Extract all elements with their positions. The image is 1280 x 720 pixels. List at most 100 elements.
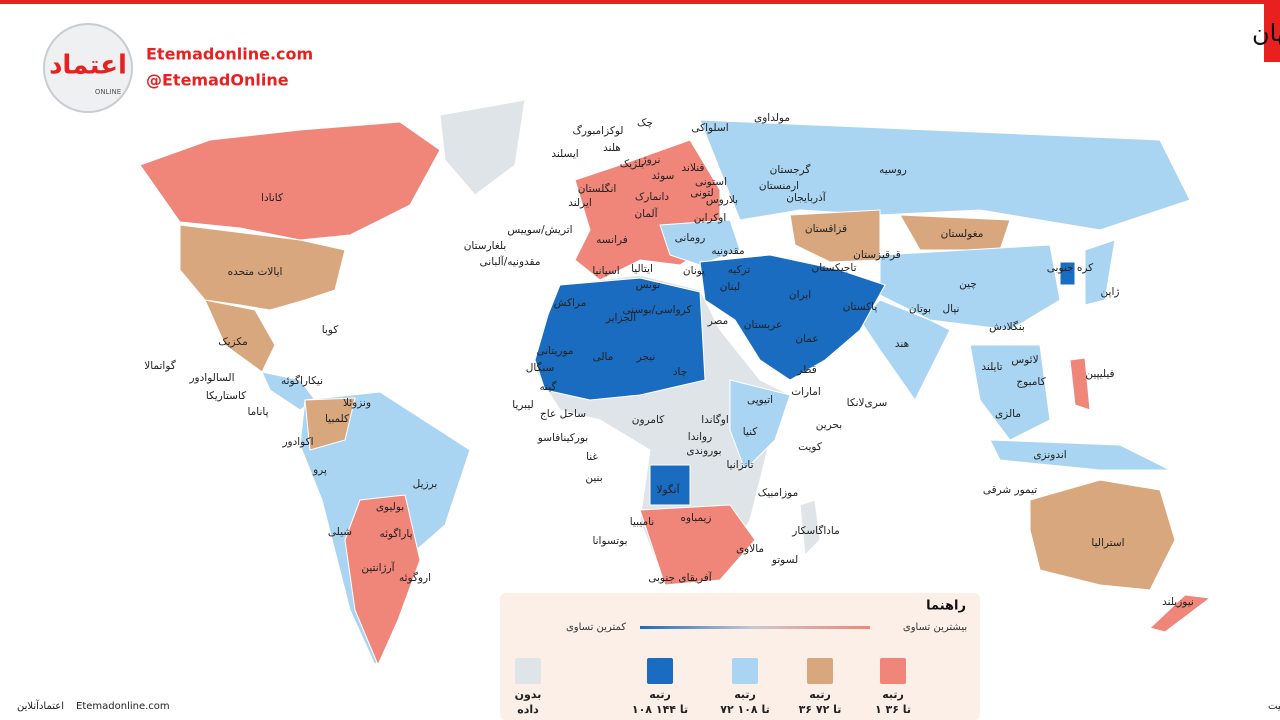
country-label: کاستاریکا xyxy=(206,390,246,402)
country-label: بوروندی xyxy=(686,445,721,457)
country-label: گواتمالا xyxy=(144,359,176,372)
new-zealand xyxy=(1149,594,1212,633)
country-label: لسوتو xyxy=(771,554,798,566)
country-label: تایلند xyxy=(981,361,1002,373)
southern-africa xyxy=(639,504,756,586)
country-label: لتونی xyxy=(690,187,713,199)
country-label: تانزانیا xyxy=(726,459,753,471)
country-label: مالزی xyxy=(995,408,1021,420)
country-label: گینه xyxy=(540,380,557,393)
country-label: کرواسی/بوسنی xyxy=(623,304,692,316)
country-label: نپال xyxy=(943,303,960,315)
country-label: ایتالیا xyxy=(631,263,653,275)
footer-site: Etemadonline.com xyxy=(76,701,170,712)
russia xyxy=(699,119,1191,231)
country-label: موریتانی xyxy=(536,345,573,357)
legend-label: رتبه xyxy=(649,688,671,701)
country-label: کامرون xyxy=(632,414,664,426)
country-label: بنین xyxy=(585,472,602,484)
country-label: پاراگوئه xyxy=(379,527,412,540)
country-label: بحرین xyxy=(816,419,842,431)
north-africa xyxy=(534,277,706,401)
country-label: بلاروس xyxy=(706,194,738,206)
country-label: نیجر xyxy=(636,351,656,363)
country-label: رومانی xyxy=(675,232,706,244)
korea xyxy=(1059,261,1076,286)
mexico xyxy=(204,299,276,373)
country-label: تونس xyxy=(636,279,661,291)
angola xyxy=(649,464,691,506)
country-label: ژاپن xyxy=(1101,286,1120,298)
legend-high: بیشترین تساوی xyxy=(903,622,967,633)
country-label: اروگوئه xyxy=(399,571,431,584)
legend-items: رتبه ۱ تا ۳۶ رتبه ۳۶ تا ۷۲ رتبه ۷۲ تا ۱۰۸ رتبه… xyxy=(515,658,911,716)
country-label: کلمبیا xyxy=(325,413,349,425)
east-africa xyxy=(729,379,791,471)
legend-label: رتبه xyxy=(809,688,831,701)
legend-label: داده xyxy=(517,703,539,716)
country-label: آلمان xyxy=(634,207,658,220)
madagascar xyxy=(799,499,821,557)
country-label: بولیوی xyxy=(376,501,404,513)
country-label: مالی xyxy=(593,351,614,363)
country-label: کره جنوبی xyxy=(1047,262,1093,274)
country-label: مراکش xyxy=(554,297,587,309)
country-label: السالوادور xyxy=(188,372,234,384)
source: منبع: گزارش جهانی شکاف جنسیت xyxy=(1268,700,1280,712)
top-bar xyxy=(0,0,1280,4)
country-label: تیمور شرقی xyxy=(983,484,1037,496)
country-label: آنگولا xyxy=(656,483,680,496)
country-label: ایرلند xyxy=(568,197,592,209)
country-label: قزاقستان xyxy=(805,223,847,235)
handle: @EtemadOnline xyxy=(146,71,289,90)
country-label: چاد xyxy=(673,366,687,378)
country-labels: کانادا ایالات متحده مکزیک کوبا گواتمالا السال… xyxy=(144,112,1194,608)
country-label: روسیه xyxy=(879,164,907,176)
country-label: برزیل xyxy=(413,478,438,490)
country-label: لوکزامبورگ xyxy=(572,123,623,137)
country-label: مغولستان xyxy=(941,228,984,240)
country-label: استرالیا xyxy=(1091,537,1124,549)
legend-swatch xyxy=(732,658,758,684)
country-label: قرقیزستان xyxy=(853,249,901,261)
legend-low: کمترین تساوی xyxy=(566,622,626,633)
legend-label: رتبه xyxy=(734,688,756,701)
southeast-asia xyxy=(969,344,1051,441)
country-label: مقدونیه xyxy=(711,245,744,257)
logo-sub: ONLINE xyxy=(95,88,121,96)
country-label: کویت xyxy=(798,441,822,453)
country-label: مقدونیه/آلبانی xyxy=(480,255,541,268)
indonesia xyxy=(989,439,1171,471)
country-label: آرژانتین xyxy=(361,561,395,574)
andes-north xyxy=(304,397,356,451)
logo-ring xyxy=(43,23,133,113)
footer-brand: اعتمادآنلاین xyxy=(17,699,64,712)
country-label: اتیوپی xyxy=(747,394,773,406)
country-label: کوبا xyxy=(322,324,339,336)
legend-label: ۱۰۸ تا ۱۴۴ xyxy=(632,703,688,716)
legend-box xyxy=(500,593,980,720)
southern-cone xyxy=(344,494,421,667)
legend-swatch xyxy=(807,658,833,684)
country-label: بوتان xyxy=(909,303,931,315)
legend-label: رتبه xyxy=(882,688,904,701)
legend-label: ۱ تا ۳۶ xyxy=(875,703,911,716)
country-label: دانمارک xyxy=(635,191,670,203)
country-label: الجزایر xyxy=(605,312,636,324)
country-label: کامبوج xyxy=(1016,376,1045,388)
country-label: لیبریا xyxy=(512,399,533,411)
australia xyxy=(1029,479,1176,591)
country-label: سری‌لانکا xyxy=(847,397,888,409)
middle-east xyxy=(699,254,886,381)
country-label: موزامبیک xyxy=(758,487,798,499)
country-label: تاجیکستان xyxy=(811,262,856,274)
country-label: چک xyxy=(637,117,653,129)
title: نگاهی به تساوی زنان و مردان در کشورهای ج… xyxy=(1252,19,1280,47)
country-label: استونی xyxy=(695,176,727,188)
country-label: آذربایجان xyxy=(786,191,826,204)
legend-gradient xyxy=(640,626,870,629)
canada xyxy=(139,121,441,241)
country-label: ماداگاسکار xyxy=(791,524,839,537)
country-label: کانادا xyxy=(261,192,283,204)
